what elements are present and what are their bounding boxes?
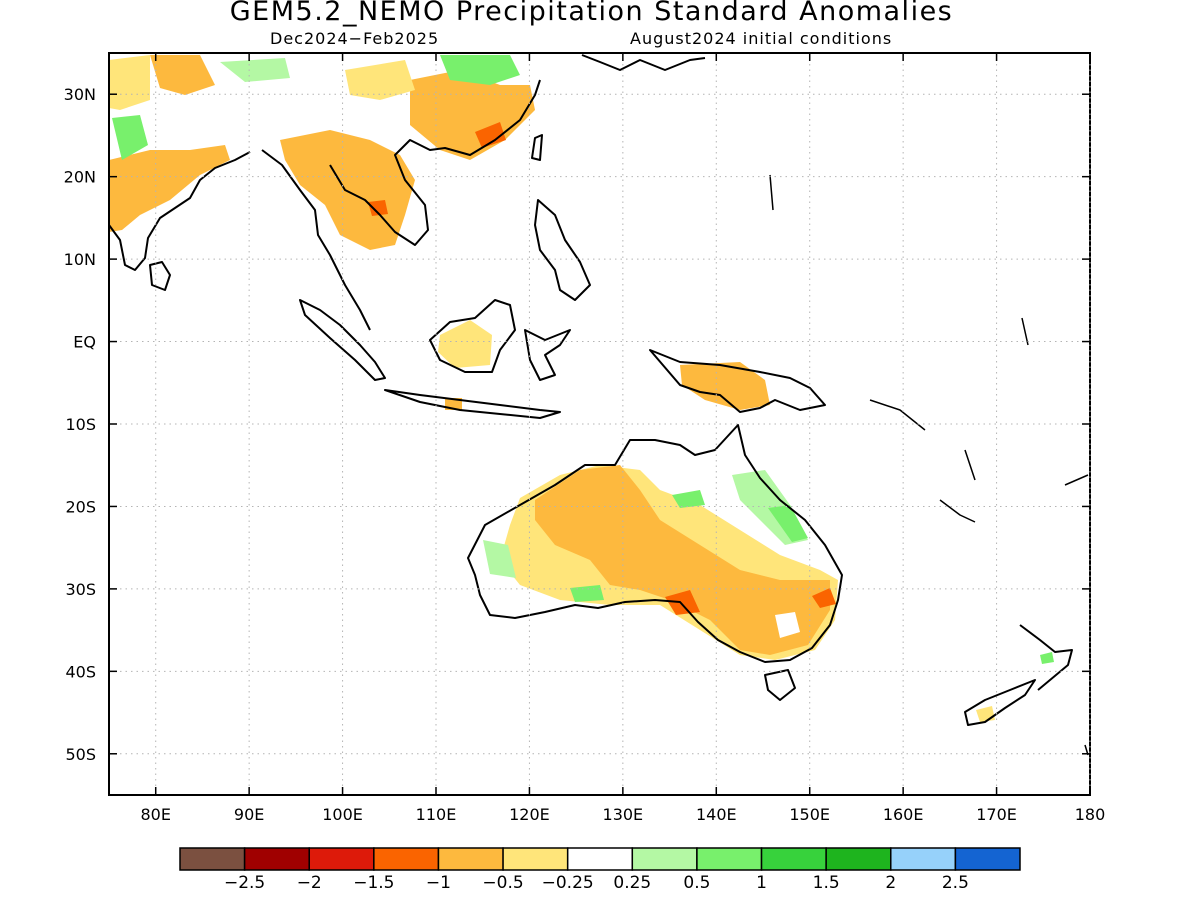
anomaly-yellow-pakistan [109,55,150,110]
initial-conditions: August2024 initial conditions [630,29,893,48]
colorbar-label: 1.5 [813,873,840,893]
lon-label: 100E [322,805,363,824]
colorbar-swatch [243,847,310,871]
anomaly-green-qld-dark [768,505,808,542]
coastline-java [384,389,561,419]
anomaly-green-light-tibet [220,58,290,82]
lat-label: EQ [73,333,96,352]
forecast-period: Dec2024−Feb2025 [270,29,440,48]
lat-label: 50S [65,745,96,764]
coastline-new-guinea [649,349,826,413]
lon-label: 170E [976,805,1017,824]
lon-label: 80E [140,805,170,824]
anomaly-yellow-nz [976,706,995,722]
lat-label: 30N [64,85,96,104]
anomaly-fills [109,55,1054,722]
lat-label: 40S [65,662,96,681]
lon-label: 140E [696,805,737,824]
anomaly-green-sa [570,585,604,602]
lat-label: 10N [64,250,96,269]
anomaly-dark-orange-nsw [812,588,836,608]
colorbar-label: −0.25 [542,873,594,893]
lat-label: 20N [64,168,96,187]
anomaly-dark-orange-china [475,122,506,148]
anomaly-dark-orange-indochina [368,200,388,216]
gridlines [109,53,1091,795]
coastline-borneo [429,299,516,373]
colorbar-label: −2.5 [224,873,265,893]
lon-label: 160E [883,805,924,824]
colorbar-swatch [890,847,957,871]
colorbar-swatch [308,847,375,871]
anomaly-orange-china [410,70,535,160]
anomaly-orange-india [109,145,230,232]
colorbar-swatch [179,847,246,871]
coastline-tasmania [764,669,796,701]
anomaly-orange-tibet [150,55,215,95]
anomaly-orange-new-guinea [680,362,770,410]
lon-label: 150E [789,805,830,824]
colorbar-labels: −2.5 −2 −1.5 −1 −0.5 −0.25 0.25 0.5 1 1.5 2 2.5 [224,873,969,893]
lon-label: 130E [603,805,644,824]
colorbar-label: 2 [885,873,896,893]
coastline-sri-lanka [149,261,171,291]
colorbar-label: −0.5 [482,873,523,893]
coastlines [109,54,1089,756]
lon-label: 110E [416,805,457,824]
colorbar-swatch [502,847,569,871]
anomaly-orange-indochina [280,130,415,250]
chart-title: GEM5.2_NEMO Precipitation Standard Anoma… [229,0,954,27]
anomaly-orange-australia [535,465,830,655]
colorbar-swatch [696,847,763,871]
coastline-japan [581,54,706,71]
colorbar-label: 0.5 [683,873,710,893]
anomaly-dark-orange-bight [665,590,700,615]
coastline-sumatra [299,299,386,381]
colorbar-swatch [760,847,827,871]
colorbar-swatch [825,847,892,871]
colorbar-swatch [954,847,1021,871]
lon-label: 180 [1075,805,1106,824]
coastline-sulawesi [524,329,571,381]
lat-label: 10S [65,415,96,434]
anomaly-green-nt [672,490,705,508]
coastline-nz-south [964,679,1036,726]
colorbar [179,847,1021,871]
colorbar-label: −1 [426,873,451,893]
colorbar-label: 2.5 [942,873,969,893]
anomaly-green-central-asia [440,55,520,85]
longitude-labels: 80E 90E 100E 110E 120E 130E 140E 150E 160E 170E 18… [140,805,1105,824]
coastline-taiwan [531,134,543,161]
anomaly-green-wa [483,540,516,578]
coastline-nz-north [1019,624,1073,691]
colorbar-swatch [631,847,698,871]
lat-label: 30S [65,580,96,599]
colorbar-label: 1 [756,873,767,893]
colorbar-swatch [373,847,440,871]
anomaly-yellow-borneo [438,320,492,368]
anomaly-yellow-china [345,60,415,100]
anomaly-white-nsw [775,612,800,638]
anomaly-green-nz [1040,652,1054,664]
colorbar-swatch [437,847,504,871]
colorbar-label: −1.5 [353,873,394,893]
coastline-pacific-islands [769,174,1089,756]
latitude-labels: 30N 20N 10N EQ 10S 20S 30S 40S 50S [64,85,96,764]
lon-label: 120E [509,805,550,824]
lat-label: 20S [65,497,96,516]
lon-label: 90E [234,805,264,824]
colorbar-label: −2 [297,873,322,893]
colorbar-label: 0.25 [613,873,651,893]
coastline-india [109,151,251,271]
anomaly-green-india-west [112,115,148,160]
colorbar-swatch [566,847,634,871]
coastline-indochina [261,79,541,331]
coastline-australia [467,424,843,663]
coastline-philippines [534,199,591,301]
